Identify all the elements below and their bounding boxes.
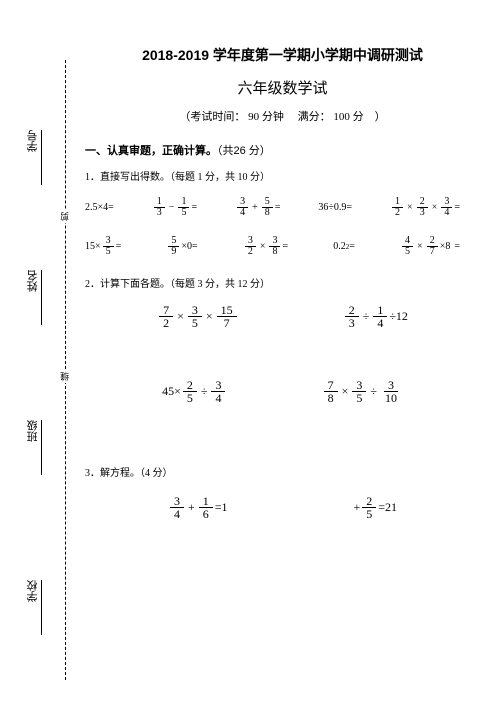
question-3: 3．解方程。（4 分） xyxy=(85,464,480,479)
line-xuehao xyxy=(41,130,42,185)
expr-2-4: 0.22= xyxy=(333,241,355,252)
mark-feng: 缝 xyxy=(58,370,74,383)
line-xingming xyxy=(41,270,42,325)
pair-row-1: 72 × 35 × 157 23 ÷ 14 ÷12 xyxy=(85,304,480,329)
pair-row-2: 45× 25 ÷ 34 78 × 35 ÷ 310 xyxy=(85,379,480,404)
meta-time-value: 90 分钟 xyxy=(248,111,284,123)
calc-row-2: 15× 35 = 59 ×0= 32 × 38 = 0.22= 45 × 27 … xyxy=(85,236,480,257)
meta-full-value: 100 分 xyxy=(333,111,363,123)
page-content: 2018-2019 学年度第一学期小学期中调研测试 六年级数学试 （考试时间： … xyxy=(85,45,480,538)
exam-meta: （考试时间： 90 分钟 满分： 100 分 ） xyxy=(85,108,480,124)
expr-1-1: 2.5×4= xyxy=(85,202,114,213)
pair-1b: 23 ÷ 14 ÷12 xyxy=(343,304,408,329)
meta-time-label: （考试时间： xyxy=(179,111,245,123)
expr-2-2: 59 ×0= xyxy=(166,236,197,257)
calc-row-1: 2.5×4= 13 − 15 = 34 + 58 = 36÷0.9= 12 × … xyxy=(85,197,480,218)
section-1-title: 一、认真审题，正确计算。 xyxy=(85,145,217,157)
exam-subtitle: 六年级数学试 xyxy=(85,77,480,98)
exam-title: 2018-2019 学年度第一学期小学期中调研测试 xyxy=(85,45,480,65)
expr-2-5: 45 × 27 ×8 = xyxy=(400,236,460,257)
pair-1a: 72 × 35 × 157 xyxy=(157,304,239,329)
section-1-head: 一、认真审题，正确计算。（共26 分） xyxy=(85,142,480,158)
label-banji: 班级 xyxy=(25,420,39,442)
eq-row: 34 + 16 =1 + 25 =21 xyxy=(85,495,480,520)
meta-full-label: 满分： xyxy=(298,111,331,123)
pair-2a: 45× 25 ÷ 34 xyxy=(162,379,227,404)
expr-1-5: 12 × 23 × 34 = xyxy=(390,197,460,218)
line-banji xyxy=(41,420,42,475)
mark-jian: 剪 xyxy=(58,210,74,223)
label-xuehao: 学号 xyxy=(25,130,39,152)
expr-1-2: 13 − 15 = xyxy=(152,197,197,218)
question-2: 2．计算下面各题。（每题 3 分，共 12 分） xyxy=(85,275,480,290)
expr-2-3: 32 × 38 = xyxy=(243,236,288,257)
label-xingming: 姓名 xyxy=(25,270,39,292)
question-1: 1．直接写出得数。（每题 1 分，共 10 分） xyxy=(85,168,480,183)
equation-2: + 25 =21 xyxy=(353,495,397,520)
label-xuexiao: 学校 xyxy=(25,580,39,602)
pair-2b: 78 × 35 ÷ 310 xyxy=(322,379,403,404)
expr-2-1: 15× 35 = xyxy=(85,236,121,257)
meta-close: ） xyxy=(375,111,386,123)
line-xuexiao xyxy=(41,580,42,635)
equation-1: 34 + 16 =1 xyxy=(168,495,228,520)
section-1-pts: （共26 分） xyxy=(217,145,271,157)
binding-strip: 学号 剪 姓名 缝 班级 学校 xyxy=(25,60,80,680)
expr-1-3: 34 + 58 = xyxy=(235,197,280,218)
expr-1-4: 36÷0.9= xyxy=(318,202,352,213)
